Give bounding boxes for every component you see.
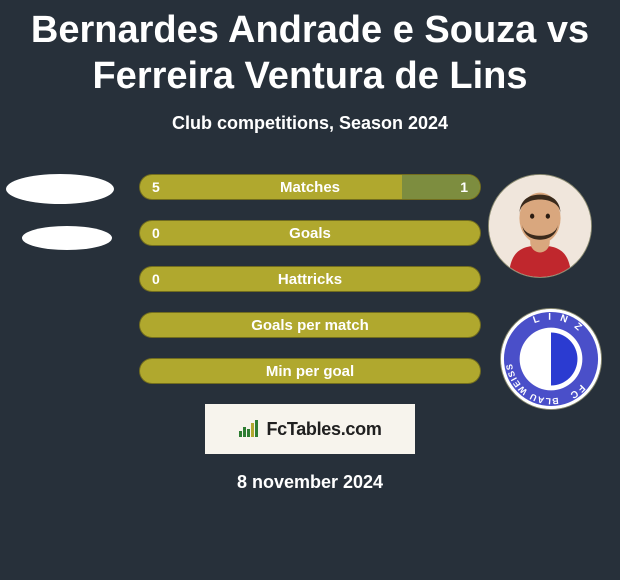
stat-bar-row: Hattricks0 (139, 266, 481, 292)
stat-bar-right-value: 1 (460, 179, 468, 195)
club-badge: FC BLAU WEISS L I N Z (500, 308, 602, 410)
subtitle: Club competitions, Season 2024 (0, 113, 620, 134)
stat-bar-label: Min per goal (140, 363, 480, 380)
left-shape-2 (22, 226, 112, 250)
watermark-text: FcTables.com (266, 419, 381, 440)
watermark: FcTables.com (205, 404, 415, 454)
date-label: 8 november 2024 (0, 472, 620, 493)
watermark-chart-icon (238, 419, 260, 439)
stat-bar-label: Matches (140, 179, 480, 196)
stat-bar-label: Goals (140, 225, 480, 242)
page-title: Bernardes Andrade e Souza vs Ferreira Ve… (0, 0, 620, 99)
stat-bar-left-value: 0 (152, 271, 160, 287)
stat-bar-row: Matches5 1 (139, 174, 481, 200)
stat-bar-row: Goals0 (139, 220, 481, 246)
stat-bar-label: Hattricks (140, 271, 480, 288)
stat-bar-left-value: 5 (152, 179, 160, 195)
player-avatar (488, 174, 592, 278)
left-shape-1 (6, 174, 114, 204)
stat-bar-left-value: 0 (152, 225, 160, 241)
stat-bar-label: Goals per match (140, 317, 480, 334)
comparison-area: FC BLAU WEISS L I N Z Matches51Goals0Hat… (0, 174, 620, 493)
stat-bar-row: Goals per match (139, 312, 481, 338)
stat-bars: Matches51Goals0Hattricks0Goals per match… (139, 174, 481, 384)
stat-bar-row: Min per goal (139, 358, 481, 384)
